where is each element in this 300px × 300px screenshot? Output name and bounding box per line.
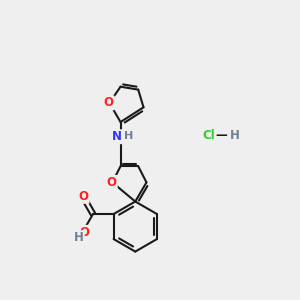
Text: O: O	[107, 176, 117, 189]
Text: —: —	[215, 129, 227, 142]
Text: H: H	[124, 131, 134, 141]
Text: H: H	[230, 129, 240, 142]
Text: Cl: Cl	[202, 129, 215, 142]
Text: O: O	[80, 226, 90, 239]
Text: H: H	[74, 231, 84, 244]
Text: N: N	[112, 130, 122, 143]
Text: O: O	[104, 96, 114, 110]
Text: O: O	[79, 190, 88, 203]
